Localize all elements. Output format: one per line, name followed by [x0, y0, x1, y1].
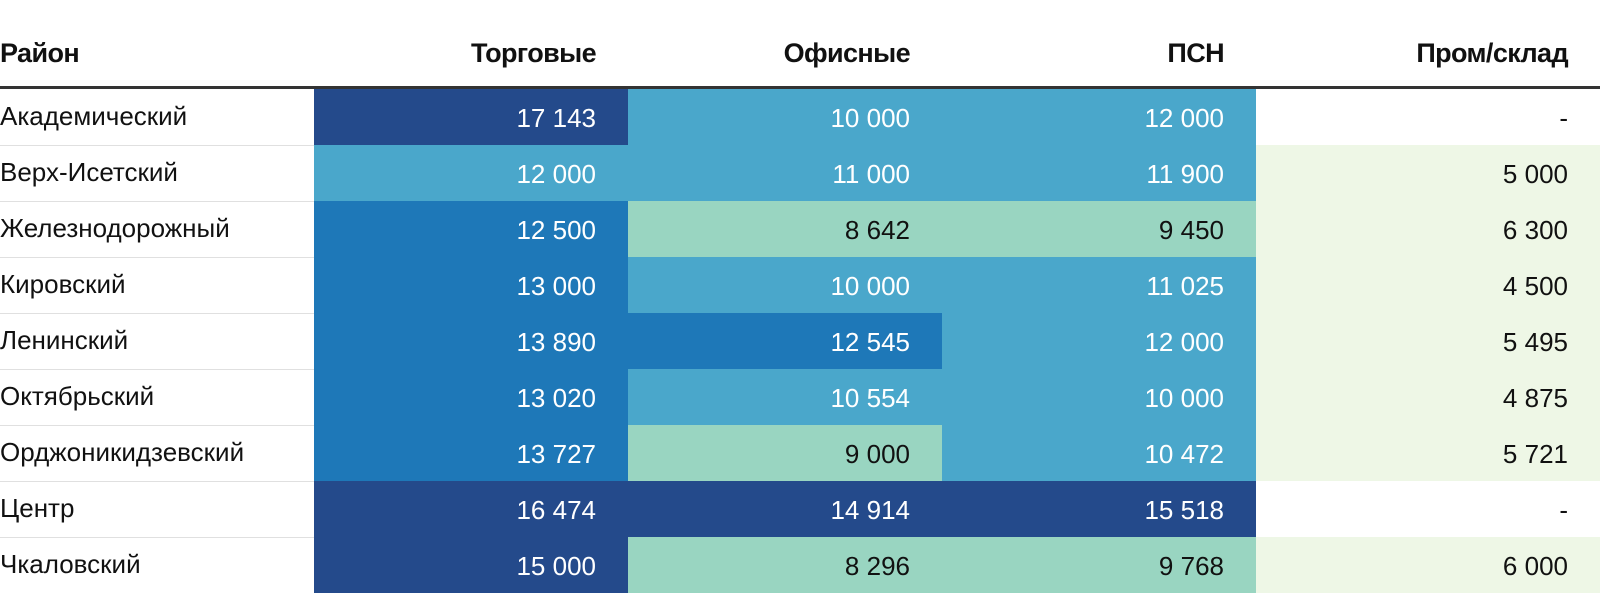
heatmap-cell-industrial-warehouse: 6 000: [1256, 537, 1600, 593]
row-label: Чкаловский: [0, 549, 141, 579]
heatmap-cell-industrial-warehouse: 4 500: [1256, 257, 1600, 313]
heatmap-cell-psn: 9 450: [942, 201, 1256, 257]
heatmap-cell-retail: 13 000: [314, 257, 628, 313]
table-row: Ленинский 13 890 12 545 12 000 5 495: [0, 313, 1600, 369]
column-header-office: Офисные: [783, 38, 911, 68]
heatmap-cell-office: 10 000: [628, 257, 942, 313]
row-label: Академический: [0, 101, 188, 131]
table-row: Чкаловский 15 000 8 296 9 768 6 000: [0, 537, 1600, 593]
heatmap-cell-industrial-warehouse: 5 721: [1256, 425, 1600, 481]
heatmap-cell-psn: 10 000: [942, 369, 1256, 425]
row-label: Железнодорожный: [0, 213, 230, 243]
row-label: Кировский: [0, 269, 126, 299]
heatmap-cell-psn: 15 518: [942, 481, 1256, 537]
column-header-district: Район: [0, 38, 80, 68]
heatmap-cell-industrial-warehouse: 6 300: [1256, 201, 1600, 257]
heatmap-cell-office: 14 914: [628, 481, 942, 537]
table-row: Орджоникидзевский 13 727 9 000 10 472 5 721: [0, 425, 1600, 481]
column-header-industrial-warehouse: Пром/склад: [1416, 38, 1568, 68]
heatmap-cell-industrial-warehouse: -: [1256, 89, 1600, 145]
table-row: Центр 16 474 14 914 15 518-: [0, 481, 1600, 537]
row-label: Верх-Исетский: [0, 157, 178, 187]
table-row: Академический 17 143 10 000 12 000-: [0, 89, 1600, 145]
table-row: Октябрьский 13 020 10 554 10 000 4 875: [0, 369, 1600, 425]
heatmap-cell-office: 8 296: [628, 537, 942, 593]
row-label: Центр: [0, 493, 75, 523]
heatmap-cell-office: 9 000: [628, 425, 942, 481]
heatmap-cell-retail: 13 890: [314, 313, 628, 369]
heatmap-cell-office: 10 554: [628, 369, 942, 425]
row-label: Октябрьский: [0, 381, 155, 411]
heatmap-cell-retail: 12 000: [314, 145, 628, 201]
heatmap-cell-psn: 9 768: [942, 537, 1256, 593]
heatmap-cell-retail: 17 143: [314, 89, 628, 145]
column-header-retail: Торговые: [470, 38, 597, 68]
heatmap-cell-industrial-warehouse: 4 875: [1256, 369, 1600, 425]
heatmap-cell-retail: 12 500: [314, 201, 628, 257]
heatmap-cell-retail: 13 020: [314, 369, 628, 425]
row-label: Ленинский: [0, 325, 129, 355]
table-row: Кировский 13 000 10 000 11 025 4 500: [0, 257, 1600, 313]
heatmap-cell-psn: 11 900: [942, 145, 1256, 201]
heatmap-cell-retail: 13 727: [314, 425, 628, 481]
heatmap-cell-industrial-warehouse: 5 000: [1256, 145, 1600, 201]
heatmap-cell-office: 12 545: [628, 313, 942, 369]
heatmap-cell-psn: 11 025: [942, 257, 1256, 313]
heatmap-cell-office: 11 000: [628, 145, 942, 201]
heatmap-cell-psn: 10 472: [942, 425, 1256, 481]
column-header-psn: ПСН: [1167, 38, 1224, 68]
heatmap-cell-retail: 16 474: [314, 481, 628, 537]
header-rule: [0, 86, 1600, 89]
table-row: Железнодорожный 12 500 8 642 9 450 6 300: [0, 201, 1600, 257]
heatmap-cell-industrial-warehouse: -: [1256, 481, 1600, 537]
row-label: Орджоникидзевский: [0, 437, 245, 467]
table-row: Верх-Исетский 12 000 11 000 11 900 5 000: [0, 145, 1600, 201]
heatmap-cell-psn: 12 000: [942, 89, 1256, 145]
heatmap-cell-industrial-warehouse: 5 495: [1256, 313, 1600, 369]
heatmap-cell-office: 10 000: [628, 89, 942, 145]
heatmap-cell-psn: 12 000: [942, 313, 1256, 369]
heatmap-cell-retail: 15 000: [314, 537, 628, 593]
heatmap-cell-office: 8 642: [628, 201, 942, 257]
